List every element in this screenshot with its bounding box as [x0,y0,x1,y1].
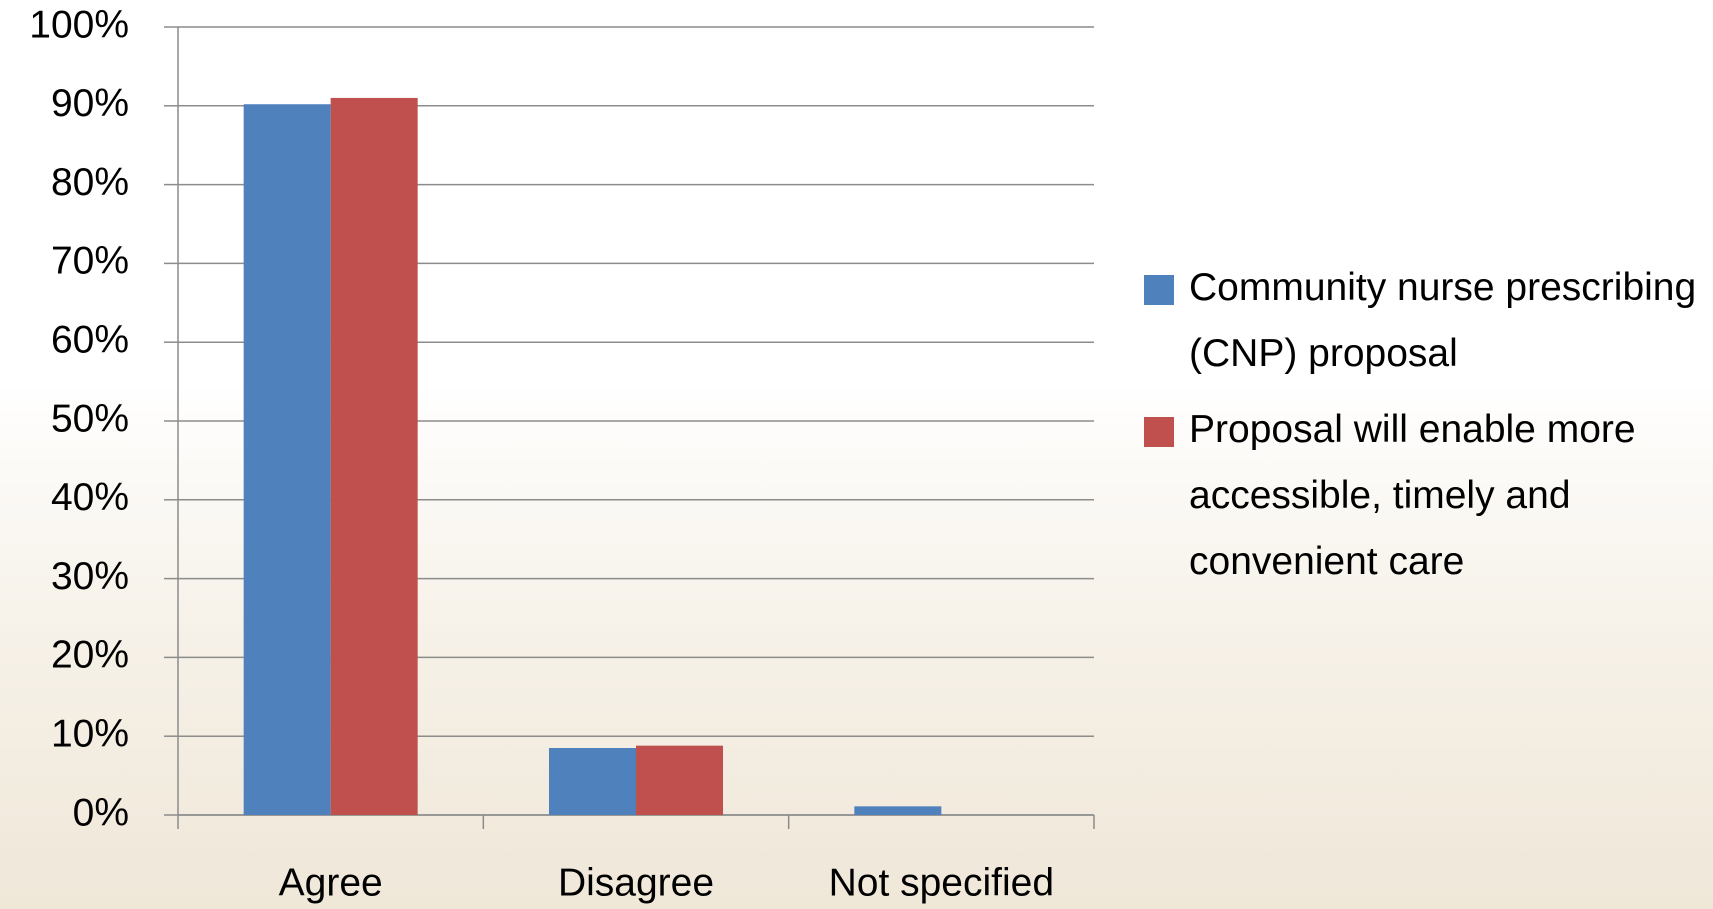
x-tick-label: Disagree [558,861,714,904]
legend-swatch [1144,275,1174,305]
legend-item: Proposal will enable more accessible, ti… [1144,397,1704,595]
y-tick-label: 90% [51,82,129,125]
bar [854,806,942,815]
legend-label: Proposal will enable more accessible, ti… [1189,408,1636,583]
bar [243,104,331,815]
bar [549,748,636,815]
y-tick-label: 70% [51,240,129,283]
y-tick-label: 40% [51,476,129,519]
y-tick-label: 80% [51,161,129,204]
bar [330,97,418,816]
y-tick-label: 30% [51,555,129,598]
y-tick-label: 100% [29,3,129,46]
bar [636,745,723,815]
y-tick-label: 10% [51,712,129,755]
legend-label: Community nurse prescribing (CNP) propos… [1189,266,1697,375]
legend-item: Community nurse prescribing (CNP) propos… [1144,255,1704,387]
y-tick-label: 60% [51,318,129,361]
y-tick-label: 20% [51,634,129,677]
y-tick-label: 50% [51,397,129,440]
x-tick-label: Not specified [829,861,1054,904]
legend-swatch [1144,417,1174,447]
y-tick-label: 0% [73,791,129,834]
x-tick-label: Agree [279,861,383,904]
legend: Community nurse prescribing (CNP) propos… [1144,255,1704,605]
